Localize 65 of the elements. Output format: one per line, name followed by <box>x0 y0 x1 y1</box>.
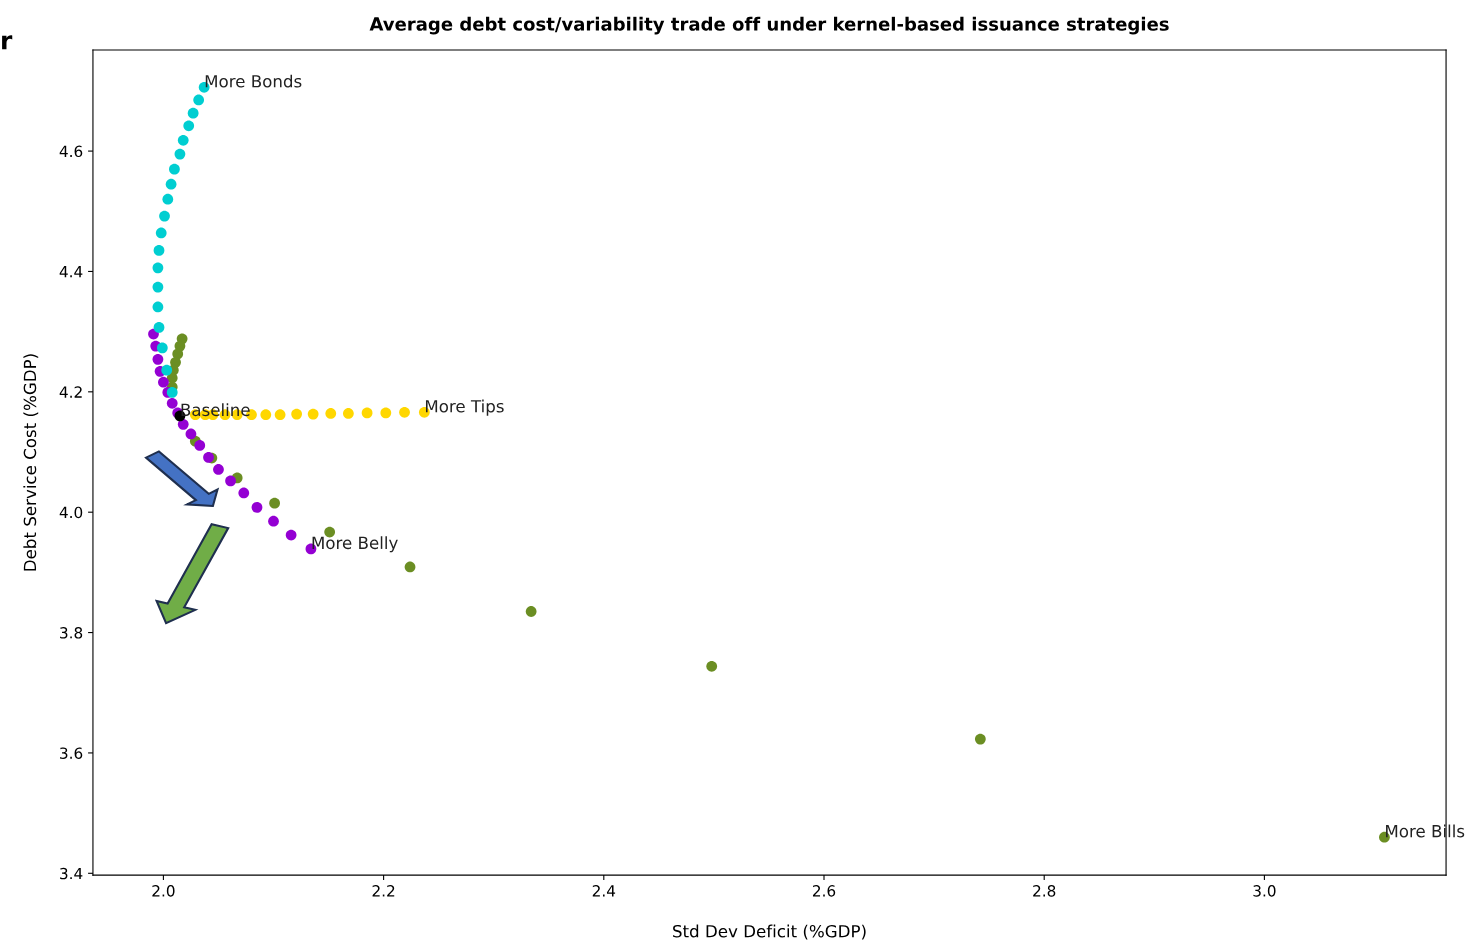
point <box>153 322 165 333</box>
point <box>156 342 168 354</box>
point <box>185 428 197 440</box>
point <box>177 134 189 146</box>
point <box>399 406 410 418</box>
point <box>307 408 319 420</box>
point <box>194 440 206 451</box>
point <box>343 408 354 419</box>
point <box>177 418 189 430</box>
point <box>166 387 178 398</box>
x-tick-label: 2.4 <box>592 885 616 897</box>
y-tick-label: 4.2 <box>59 386 82 398</box>
x-axis-title: Std Dev Deficit (%GDP) <box>673 924 866 940</box>
point <box>361 407 373 419</box>
x-tick-label: 2.8 <box>1033 885 1056 897</box>
y-tick-label: 3.4 <box>60 867 83 880</box>
y-axis-title: Debt Service Cost (%GDP) <box>23 354 39 571</box>
point <box>404 561 416 573</box>
y-tick-label: 4.0 <box>59 506 83 519</box>
point <box>165 178 177 190</box>
text: r <box>2 35 13 50</box>
point <box>155 227 167 239</box>
point <box>203 452 214 463</box>
point <box>193 94 205 106</box>
y-tick-label: 3.8 <box>60 627 83 639</box>
point <box>274 409 286 421</box>
point <box>269 497 280 509</box>
annotation: More Belly <box>312 536 398 553</box>
point <box>161 364 173 376</box>
point <box>268 515 279 527</box>
x-tick-label: 2.6 <box>812 885 836 897</box>
point <box>152 301 164 313</box>
point <box>974 733 986 745</box>
point <box>152 281 164 293</box>
point <box>213 464 224 475</box>
point <box>225 475 236 487</box>
point <box>166 397 178 409</box>
point <box>187 107 199 119</box>
y-tick-label: 4.4 <box>59 266 83 278</box>
annotation: More Tips <box>425 399 504 416</box>
x-tick-label: 3.0 <box>1253 885 1276 897</box>
point <box>260 409 272 421</box>
x-tick-label: 2.0 <box>152 885 175 897</box>
point <box>285 529 297 541</box>
x-tick-label: 2.2 <box>372 885 395 897</box>
point <box>291 408 303 420</box>
point <box>525 606 537 617</box>
point <box>174 148 186 160</box>
chart-title: Average debt cost/variability trade off under kernel-based issuance strategies <box>369 16 1169 35</box>
y-tick-label: 3.6 <box>60 747 83 759</box>
point <box>152 353 164 365</box>
point <box>152 262 164 274</box>
point <box>706 660 718 672</box>
point <box>251 502 263 513</box>
point <box>325 408 337 419</box>
annotation: More Bonds <box>205 74 302 88</box>
point <box>380 407 392 419</box>
point <box>158 376 169 388</box>
point <box>153 245 165 256</box>
point <box>183 120 195 132</box>
point <box>169 163 180 175</box>
y-tick-label: 4.6 <box>59 145 83 158</box>
point <box>159 210 170 222</box>
point <box>162 193 174 205</box>
point <box>238 487 250 499</box>
